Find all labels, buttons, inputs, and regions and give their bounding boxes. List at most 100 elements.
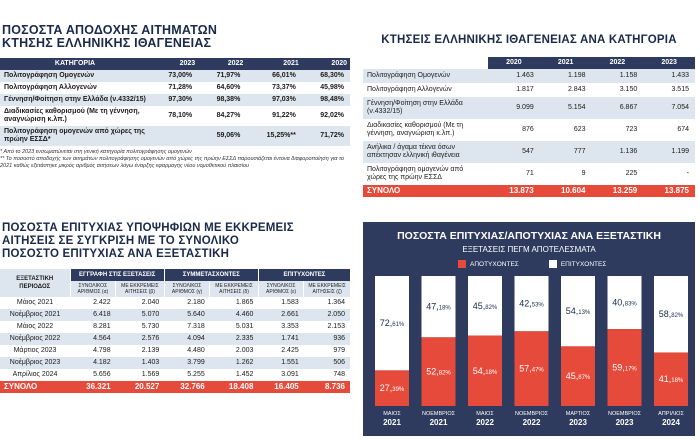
acquisitions-panel: ΚΤΗΣΕΙΣ ΕΛΛΗΝΙΚΗΣ ΙΘΑΓΕΝΕΙΑΣ ΑΝΑ ΚΑΤΗΓΟΡ… <box>363 34 695 197</box>
bar-label-passed: 58,82% <box>659 309 684 319</box>
total-value: 13.259 <box>591 185 644 197</box>
row-value: 2.576 <box>115 333 165 345</box>
total-value: 20.527 <box>115 381 165 393</box>
row-value: 84,27% <box>198 106 247 126</box>
row-value: 1.463 <box>488 69 540 83</box>
row-value: 777 <box>539 141 592 163</box>
category-label: ΜΑΡΤΙΟΣ <box>566 411 591 417</box>
row-value: 45,98% <box>301 82 350 94</box>
table-row: Πολιτογράφηση Αλλογενών 71,28% 64,60% 73,37… <box>0 82 350 94</box>
row-value: 748 <box>303 369 350 381</box>
row-value: 2.003 <box>209 345 259 357</box>
category-year: 2022 <box>523 418 541 427</box>
acquisitions-table: 2020 2021 2022 2023 Πολιτογράφηση Ομογεν… <box>363 57 695 197</box>
col-2020: 2020 <box>301 58 350 70</box>
row-value: 2.050 <box>303 309 350 321</box>
table-row: Μάρτιος 2023 4.798 2.139 4.480 2.003 2.425 979 <box>0 345 350 357</box>
bar-label-failed: 59,17% <box>612 363 637 373</box>
subheader: ΜΕ ΕΚΚΡΕΜΕΙΣ ΑΙΤΗΣΕΙΣ (β) <box>115 281 165 297</box>
row-value: 6.867 <box>591 97 644 119</box>
row-value: 876 <box>488 119 540 141</box>
subheader: ΣΥΝΟΛΙΚΟΣ ΑΡΙΘΜΟΣ (α) <box>69 281 116 297</box>
bar-label-failed: 57,47% <box>519 364 544 374</box>
category-year: 2023 <box>569 418 587 427</box>
bar-failed <box>468 335 502 406</box>
total-value: 16.405 <box>258 381 304 393</box>
row-value: 68,30% <box>301 70 350 82</box>
bar-passed <box>561 276 595 347</box>
row-value: 71,28% <box>150 82 199 94</box>
row-value: 1.741 <box>258 333 304 345</box>
table-row: Νοέμβριος 2023 4.182 1.403 3.799 1.262 1.551 5… <box>0 357 350 369</box>
row-label: Πολιτογράφηση Αλλογενών <box>363 83 488 97</box>
table-row: Διαδικασίες καθορισμού (Με τη γέννηση, α… <box>363 119 695 141</box>
row-label: Πολιτογράφηση Ομογενών <box>0 70 150 82</box>
bar-passed <box>468 276 502 336</box>
subheader: ΣΥΝΟΛΙΚΟΣ ΑΡΙΘΜΟΣ (ε) <box>257 281 304 297</box>
table-row: Νοέμβριος 2021 6.418 5.070 5.640 4.460 2.661 2… <box>0 309 350 321</box>
row-value: 6.418 <box>70 309 116 321</box>
total-value: 13.873 <box>488 185 540 197</box>
col-2022: 2022 <box>198 58 247 70</box>
acceptance-note-1: * Από το 2023 ενσωματώνεται στη γενική κ… <box>0 149 192 155</box>
row-value: 5.031 <box>209 321 259 333</box>
category-year: 2021 <box>383 418 401 427</box>
total-value: 10.604 <box>539 185 592 197</box>
row-value: 2.843 <box>539 83 592 97</box>
row-value: 3.353 <box>258 321 304 333</box>
row-value: 936 <box>303 333 350 345</box>
legend-swatch-passed <box>548 260 557 268</box>
table-row: Νοέμβριος 2022 4.564 2.576 4.094 2.335 1.741 9… <box>0 333 350 345</box>
bar-label-passed: 45,82% <box>473 301 498 311</box>
row-value: 66,01% <box>246 70 302 82</box>
chart-title: ΠΟΣΟΣΤΑ ΕΠΙΤΥΧΙΑΣ/ΑΠΟΤΥΧΙΑΣ ΑΝΑ ΕΞΕΤΑΣΤΙ… <box>397 230 661 242</box>
total-value: 8.736 <box>303 381 350 393</box>
row-value: - <box>643 163 695 185</box>
row-value: 78,10% <box>150 106 199 126</box>
category-label: ΜΑΙΟΣ <box>383 411 401 417</box>
row-value <box>150 126 199 146</box>
legend-passed: ΕΠΙΤΥΧΟΝΤΕΣ <box>548 260 606 268</box>
bar-label-failed: 41,18% <box>659 374 684 384</box>
bar-label-passed: 40,83% <box>612 298 637 308</box>
row-value: 1.583 <box>258 297 304 309</box>
table-row: Γέννηση/Φοίτηση στην Ελλάδα (ν.4332/15) 9… <box>0 94 350 106</box>
table-row: Διαδικασίες καθορισμού (Με τη γέννηση, α… <box>0 106 350 126</box>
total-row: ΣΥΝΟΛΟ 13.873 10.604 13.259 13.875 <box>363 185 695 197</box>
row-value: 1.551 <box>258 357 304 369</box>
subheader: ΜΕ ΕΚΚΡΕΜΕΙΣ ΑΙΤΗΣΕΙΣ (δ) <box>209 281 259 297</box>
row-label: Γέννηση/Φοίτηση στην Ελλάδα (ν.4332/15) <box>363 97 488 119</box>
row-label: Πολιτογράφηση ομογενών από χώρες της πρώ… <box>0 126 150 146</box>
row-value: 5.656 <box>70 369 116 381</box>
group-participants: ΣΥΜΜΕΤΑΣΧΟΝΤΕΣ <box>163 269 259 281</box>
row-value: 225 <box>591 163 644 185</box>
table-row: Πολιτογράφηση Αλλογενών 1.817 2.843 3.150 3.… <box>363 83 695 97</box>
acceptance-title: ΠΟΣΟΣΤΑ ΑΠΟΔΟΧΗΣ ΑΙΤΗΜΑΤΩΝ ΚΤΗΣΗΣ ΕΛΛΗΝΙ… <box>2 23 218 50</box>
row-label: Διαδικασίες καθορισμού (Με τη γέννηση, α… <box>0 106 150 126</box>
row-label: Μάιος 2022 <box>0 321 70 333</box>
bar-label-passed: 42,53% <box>519 299 544 309</box>
acquisitions-title: ΚΤΗΣΕΙΣ ΕΛΛΗΝΙΚΗΣ ΙΘΑΓΕΝΕΙΑΣ ΑΝΑ ΚΑΤΗΓΟΡ… <box>381 34 677 46</box>
row-value: 5.154 <box>539 97 592 119</box>
subheader: ΣΥΝΟΛΙΚΟΣ ΑΡΙΘΜΟΣ (γ) <box>163 281 210 297</box>
row-value: 4.798 <box>70 345 116 357</box>
row-label: Μάρτιος 2023 <box>0 345 70 357</box>
col-period: ΕΞΕΤΑΣΤΙΚΗ ΠΕΡΙΟΔΟΣ <box>0 269 70 297</box>
row-value: 1.158 <box>591 69 644 83</box>
row-label: Πολιτογράφηση Αλλογενών <box>0 82 150 94</box>
exam-success-title: ΠΟΣΟΣΤΑ ΕΠΙΤΥΧΙΑΣ ΥΠΟΨΗΦΙΩΝ ΜΕ ΕΚΚΡΕΜΕΙΣ… <box>2 222 294 260</box>
stacked-bar-chart: 72,61%27,39%ΜΑΙΟΣ202147,18%52,82%ΝΟΕΜΒΡΙ… <box>375 276 688 427</box>
row-value: 2.139 <box>115 345 165 357</box>
row-value: 91,22% <box>246 106 302 126</box>
row-value: 98,48% <box>301 94 350 106</box>
category-label: ΝΟΕΜΒΡΙΟΣ <box>515 411 549 417</box>
row-label: Μάιος 2021 <box>0 297 70 309</box>
bar-failed <box>561 346 595 406</box>
col-2021: 2021 <box>246 58 302 70</box>
col-blank <box>363 57 488 69</box>
legend-swatch-failed <box>458 260 466 268</box>
row-value: 1.198 <box>539 69 592 83</box>
row-value: 1.364 <box>303 297 350 309</box>
row-value: 15,25%** <box>246 126 302 146</box>
bar-label-failed: 27,39% <box>380 383 405 393</box>
